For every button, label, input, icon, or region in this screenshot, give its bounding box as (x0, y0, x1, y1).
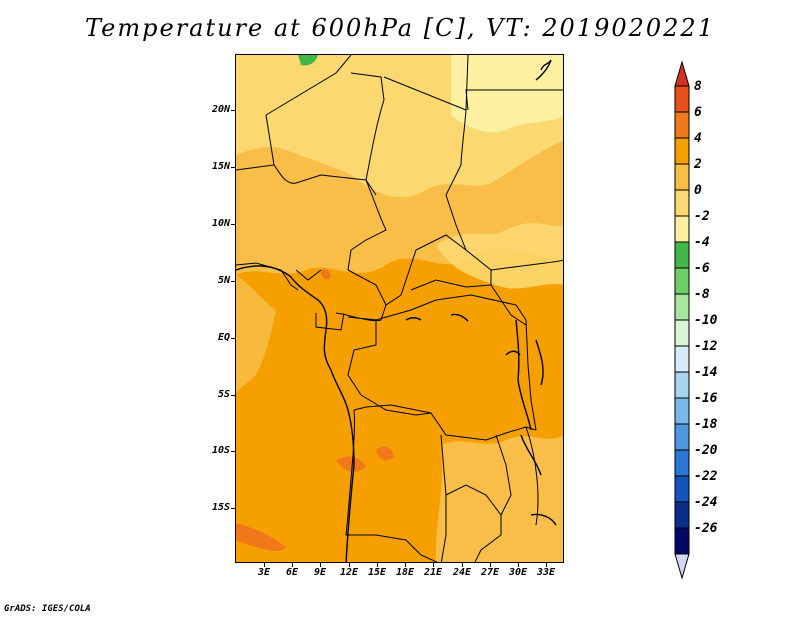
lat-label-eq: EQ (217, 332, 230, 343)
legend-label: -26 (694, 521, 718, 536)
lat-label-15s: 15S (211, 502, 230, 513)
legend-label: -6 (694, 261, 710, 276)
lat-label-10s: 10S (211, 445, 230, 456)
lon-label-9e: 9E (313, 567, 327, 578)
lon-tick (377, 563, 378, 567)
coastlines (236, 59, 557, 562)
legend-label: -2 (694, 209, 710, 224)
colorbar-swatch (674, 345, 690, 373)
lon-tick (264, 563, 265, 567)
legend-label: 4 (694, 131, 702, 146)
warm-spot-3 (236, 523, 286, 551)
lat-tick (231, 224, 235, 225)
legend-label: 0 (694, 183, 702, 198)
colorbar-swatch (674, 241, 690, 269)
colorbar-top-arrow (674, 60, 690, 87)
lon-tick (292, 563, 293, 567)
legend-label: -10 (694, 313, 718, 328)
colorbar-swatch (674, 397, 690, 425)
lon-tick (546, 563, 547, 567)
lon-tick (405, 563, 406, 567)
lat-tick (231, 508, 235, 509)
colorbar-swatch (674, 267, 690, 295)
lon-tick (349, 563, 350, 567)
region-minus4-minus2C (451, 55, 563, 133)
colorbar-swatch (674, 423, 690, 451)
warm-spot-1 (336, 456, 366, 472)
map-title: Temperature at 600hPa [C], VT: 201902022… (85, 14, 715, 42)
lon-label-30e: 30E (508, 567, 528, 578)
lon-label-33e: 33E (536, 567, 556, 578)
lon-label-12e: 12E (339, 567, 359, 578)
legend-label: -12 (694, 339, 718, 354)
legend-label: -16 (694, 391, 718, 406)
colorbar-swatch (674, 189, 690, 217)
region-minus2-0C-east (436, 223, 563, 289)
lat-label-5n: 5N (217, 275, 230, 286)
colorbar-swatch (674, 449, 690, 477)
lat-tick (231, 110, 235, 111)
legend-label: 6 (694, 105, 702, 120)
lat-label-10n: 10N (211, 218, 230, 229)
legend-label: 8 (694, 79, 702, 94)
lat-tick (231, 451, 235, 452)
legend-label: -18 (694, 417, 718, 432)
warm-spot-2 (376, 446, 394, 461)
legend-label: -24 (694, 495, 718, 510)
colorbar-swatch (674, 163, 690, 191)
legend-label: -4 (694, 235, 710, 250)
lat-label-20n: 20N (211, 104, 230, 115)
colorbar-swatch (674, 475, 690, 503)
colorbar-swatch (674, 85, 690, 113)
legend-label: -22 (694, 469, 718, 484)
lon-label-3e: 3E (257, 567, 271, 578)
legend-label: -20 (694, 443, 718, 458)
lon-label-24e: 24E (452, 567, 472, 578)
lat-tick (231, 281, 235, 282)
lon-tick (518, 563, 519, 567)
legend-label: -8 (694, 287, 710, 302)
region-0-2C-south (435, 435, 563, 562)
lon-label-27e: 27E (480, 567, 500, 578)
region-minus6-minus4C (298, 55, 318, 66)
lon-label-15e: 15E (367, 567, 387, 578)
lat-tick (231, 395, 235, 396)
colorbar-swatch (674, 293, 690, 321)
colorbar-swatch (674, 371, 690, 399)
colorbar-swatch (674, 319, 690, 347)
warm-spot-4 (320, 269, 331, 280)
lon-tick (320, 563, 321, 567)
lat-tick (231, 167, 235, 168)
colorbar-swatch (674, 215, 690, 243)
lon-label-18e: 18E (395, 567, 415, 578)
temperature-map (235, 54, 564, 563)
colorbar-swatch (674, 527, 690, 555)
lon-tick (433, 563, 434, 567)
lat-label-15n: 15N (211, 161, 230, 172)
legend-label: -14 (694, 365, 718, 380)
lon-label-6e: 6E (285, 567, 299, 578)
colorbar-bottom-arrow (674, 553, 690, 580)
legend-label: 2 (694, 157, 702, 172)
region-0-2C-west (236, 275, 276, 395)
lat-tick (231, 338, 235, 339)
map-canvas (236, 55, 563, 562)
colorbar-swatch (674, 111, 690, 139)
colorbar-swatch (674, 501, 690, 529)
lat-label-5s: 5S (217, 389, 230, 400)
footer-credit: GrADS: IGES/COLA (4, 604, 91, 614)
lon-label-21e: 21E (423, 567, 443, 578)
colorbar-swatch (674, 137, 690, 165)
lon-tick (462, 563, 463, 567)
lon-tick (490, 563, 491, 567)
